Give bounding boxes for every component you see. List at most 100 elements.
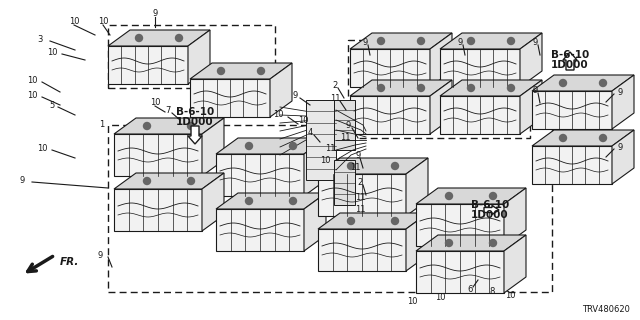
Bar [108,25,275,88]
Text: 3: 3 [37,35,43,44]
Text: 9: 9 [458,37,463,46]
Text: 11: 11 [324,143,335,153]
Text: 9: 9 [355,150,360,159]
Text: 10: 10 [505,291,515,300]
Text: 9: 9 [152,9,157,18]
Circle shape [490,193,497,199]
Text: 10: 10 [47,47,57,57]
Text: 10: 10 [298,116,308,124]
Text: B-6-10: B-6-10 [176,107,214,117]
Polygon shape [416,235,526,251]
Circle shape [467,37,474,44]
Text: FR.: FR. [60,257,79,267]
Circle shape [490,239,497,246]
Polygon shape [318,213,428,229]
Text: 9: 9 [618,87,623,97]
Circle shape [508,37,515,44]
Polygon shape [440,33,542,49]
Circle shape [417,37,424,44]
Circle shape [600,79,607,86]
Polygon shape [114,173,224,189]
Polygon shape [406,213,428,271]
Circle shape [378,37,385,44]
Text: 10: 10 [407,298,417,307]
Circle shape [467,84,474,92]
Text: 1D000: 1D000 [471,210,509,220]
Polygon shape [520,80,542,134]
Circle shape [559,79,566,86]
Polygon shape [114,134,202,176]
Polygon shape [532,146,612,184]
Text: 9: 9 [19,175,24,185]
Circle shape [257,68,264,75]
Polygon shape [114,189,202,231]
Text: 11: 11 [330,93,340,102]
Text: B-6-10: B-6-10 [551,50,589,60]
Circle shape [143,123,150,130]
Circle shape [175,35,182,42]
Bar [348,40,530,138]
Polygon shape [440,96,520,134]
Polygon shape [108,30,210,46]
Text: 8: 8 [490,287,495,297]
Polygon shape [440,80,542,96]
Polygon shape [430,80,452,134]
Polygon shape [306,100,336,180]
Polygon shape [532,130,634,146]
Circle shape [508,84,515,92]
Polygon shape [270,63,292,117]
Polygon shape [304,138,326,196]
Text: 2: 2 [332,81,338,90]
Text: 5: 5 [49,100,54,109]
Text: 10: 10 [27,91,37,100]
Polygon shape [350,49,430,87]
Text: 10: 10 [435,293,445,302]
Polygon shape [318,174,406,216]
Text: 11: 11 [349,163,360,172]
Polygon shape [504,235,526,293]
Text: 2: 2 [357,178,363,187]
Text: 7: 7 [165,106,171,115]
Polygon shape [334,100,355,150]
Circle shape [188,123,195,130]
Circle shape [417,84,424,92]
Text: 9: 9 [292,91,298,100]
Circle shape [143,178,150,185]
Polygon shape [216,193,326,209]
Circle shape [559,134,566,141]
Circle shape [392,218,399,225]
Text: B-6-10: B-6-10 [471,200,509,210]
Text: 11: 11 [355,193,365,202]
Polygon shape [190,79,270,117]
Text: 10: 10 [320,156,330,164]
Polygon shape [202,173,224,231]
Circle shape [378,84,385,92]
Text: 9: 9 [532,37,538,46]
Bar [108,125,552,292]
Circle shape [289,142,296,149]
Text: 1D000: 1D000 [176,117,214,127]
Text: 10: 10 [273,109,284,118]
Text: TRV480620: TRV480620 [582,305,630,314]
Polygon shape [532,75,634,91]
Text: 1: 1 [99,119,104,129]
Text: 4: 4 [307,127,312,137]
Polygon shape [202,118,224,176]
Text: 6: 6 [467,285,473,294]
Circle shape [136,35,143,42]
FancyArrow shape [484,205,499,214]
Polygon shape [216,154,304,196]
Polygon shape [318,229,406,271]
FancyArrow shape [188,126,202,144]
Polygon shape [416,204,504,246]
Polygon shape [304,193,326,251]
Circle shape [289,197,296,204]
Polygon shape [612,130,634,184]
Polygon shape [350,80,452,96]
Polygon shape [350,33,452,49]
Circle shape [246,142,253,149]
Text: 10: 10 [98,17,108,26]
Text: 10: 10 [27,76,37,84]
Text: 9: 9 [618,142,623,151]
Text: 9: 9 [97,251,102,260]
